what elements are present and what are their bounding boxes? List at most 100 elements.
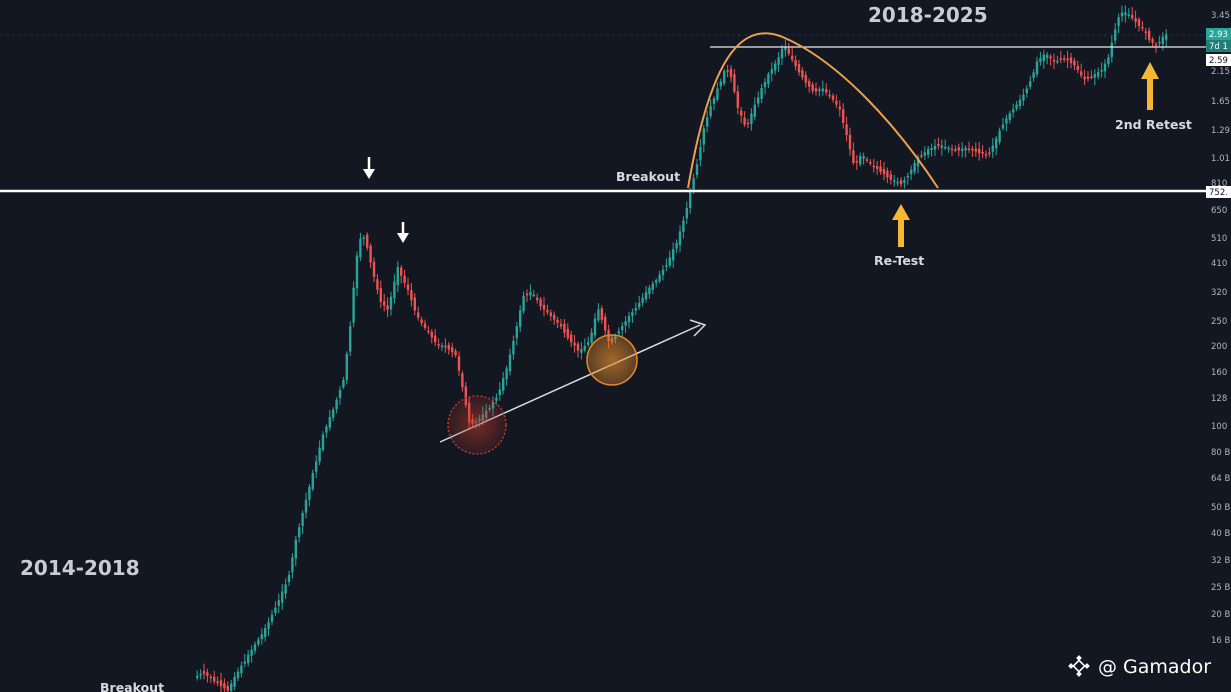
candle-body xyxy=(1059,58,1062,60)
candle-body xyxy=(712,98,716,104)
candle-body xyxy=(1134,18,1137,22)
candle-body xyxy=(855,160,858,163)
candle-body xyxy=(899,180,903,185)
candle-body xyxy=(553,314,556,320)
candle-body xyxy=(206,672,209,676)
candle-body xyxy=(1154,43,1158,46)
candle-body xyxy=(298,527,301,538)
retest-up-arrow xyxy=(892,204,910,247)
candle-body xyxy=(274,607,277,613)
candle-body xyxy=(413,297,416,311)
candle-body xyxy=(366,234,369,248)
candle-body xyxy=(828,94,831,97)
candle-body xyxy=(505,368,508,380)
candle-body xyxy=(811,84,814,92)
candle-body xyxy=(787,48,790,54)
candle-body xyxy=(736,91,739,108)
candle-body xyxy=(692,178,695,190)
candle-body xyxy=(434,335,437,343)
candle-body xyxy=(876,166,879,169)
price-tag-2.59: 2.59 xyxy=(1206,54,1231,66)
candle-body xyxy=(794,60,797,67)
candle-body xyxy=(250,649,253,656)
y-tick-label: 650 xyxy=(1211,206,1227,216)
retest-label: Re-Test xyxy=(874,253,924,268)
candle-body xyxy=(281,591,284,603)
candle-body xyxy=(420,319,423,324)
candle-body xyxy=(447,344,450,350)
candle-body xyxy=(974,148,977,152)
y-tick-label: 80 B xyxy=(1211,448,1231,458)
candle-body xyxy=(750,113,753,125)
candle-body xyxy=(1093,74,1096,78)
candle-body xyxy=(1131,15,1134,19)
period-label-2014-2018: 2014-2018 xyxy=(20,556,140,580)
candle-body xyxy=(859,156,862,165)
candle-body xyxy=(961,148,964,152)
candle-body xyxy=(668,257,671,266)
candle-body xyxy=(1018,99,1022,107)
watermark: @ Gamador xyxy=(1068,655,1211,678)
period-label-2018-2025: 2018-2025 xyxy=(868,3,988,27)
candle-body xyxy=(389,296,393,310)
candle-body xyxy=(362,237,365,239)
candle-body xyxy=(842,109,845,124)
candle-body xyxy=(230,683,233,692)
candle-body xyxy=(1069,57,1073,64)
candle-body xyxy=(818,89,821,91)
candle-body xyxy=(797,64,801,73)
candle-body xyxy=(253,644,257,651)
candle-body xyxy=(767,73,770,85)
candle-body xyxy=(583,345,586,351)
candle-body xyxy=(719,81,722,87)
candle-body xyxy=(539,299,542,307)
candle-body xyxy=(658,274,661,282)
candle-body xyxy=(678,231,682,246)
candle-body xyxy=(546,309,549,313)
candle-body xyxy=(665,265,668,267)
candle-body xyxy=(957,147,960,151)
candle-body xyxy=(879,166,882,172)
candle-body xyxy=(743,117,746,125)
candle-body xyxy=(930,148,933,150)
candle-body xyxy=(1165,34,1168,40)
candle-body xyxy=(216,681,219,684)
candle-body xyxy=(332,409,335,418)
candle-body xyxy=(349,326,352,352)
candle-body xyxy=(264,628,267,637)
candle-body xyxy=(882,168,886,175)
candle-body xyxy=(661,269,665,276)
candle-body xyxy=(1073,60,1076,66)
candle-body xyxy=(304,499,308,513)
y-tick-label: 810 xyxy=(1211,179,1227,189)
candle-body xyxy=(889,174,892,180)
candle-body xyxy=(675,243,678,249)
candle-body xyxy=(699,147,702,161)
candle-body xyxy=(695,164,699,176)
candle-body xyxy=(1039,58,1042,63)
price-axis: 3.45 2.15 1.65 1.29 1.01 810 650 510 410 320 250 20… xyxy=(1211,11,1231,646)
y-tick-label: 128 xyxy=(1211,394,1227,404)
candle-body xyxy=(335,399,338,410)
candle-body xyxy=(315,461,318,472)
candle-body xyxy=(1042,54,1045,61)
candle-body xyxy=(383,301,386,306)
y-tick-label: 64 B xyxy=(1211,474,1231,484)
candle-body xyxy=(597,309,600,321)
candle-body xyxy=(325,426,328,433)
candle-body xyxy=(1029,81,1032,87)
candle-body xyxy=(508,354,512,372)
breakout-label: Breakout xyxy=(616,169,680,184)
candle-body xyxy=(947,147,950,150)
candle-body xyxy=(570,334,573,343)
candle-body xyxy=(430,332,433,338)
candle-body xyxy=(1148,30,1151,40)
candle-body xyxy=(1049,56,1052,59)
candle-body xyxy=(1035,61,1039,75)
candle-body xyxy=(247,654,250,664)
candle-body xyxy=(587,342,590,345)
candle-body xyxy=(617,331,620,334)
candle-body xyxy=(913,162,916,172)
second-retest-up-arrow xyxy=(1141,62,1159,110)
candle-body xyxy=(1015,104,1018,109)
